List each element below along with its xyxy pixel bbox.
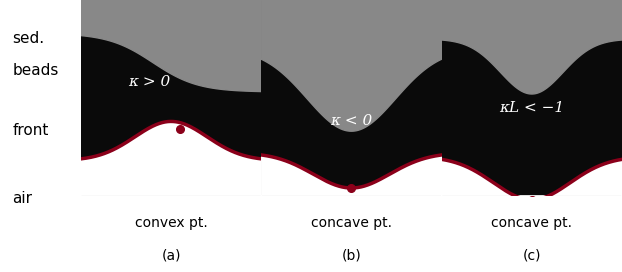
Text: (a): (a) bbox=[161, 249, 181, 263]
Polygon shape bbox=[261, 0, 442, 196]
Text: (b): (b) bbox=[341, 249, 361, 263]
Polygon shape bbox=[81, 121, 261, 196]
Polygon shape bbox=[442, 0, 622, 94]
Text: κ > 0: κ > 0 bbox=[128, 75, 170, 89]
Polygon shape bbox=[81, 0, 261, 92]
Text: κL < −1: κL < −1 bbox=[499, 101, 564, 115]
Text: (c): (c) bbox=[522, 249, 541, 263]
Polygon shape bbox=[261, 155, 442, 196]
Text: κ < 0: κ < 0 bbox=[330, 115, 373, 128]
Polygon shape bbox=[81, 0, 261, 196]
Text: beads: beads bbox=[12, 63, 59, 78]
Text: concave pt.: concave pt. bbox=[311, 216, 392, 230]
Polygon shape bbox=[442, 159, 622, 200]
Text: front: front bbox=[12, 123, 49, 138]
Polygon shape bbox=[261, 0, 442, 131]
Polygon shape bbox=[442, 0, 622, 196]
Text: sed.: sed. bbox=[12, 30, 45, 46]
Text: convex pt.: convex pt. bbox=[135, 216, 207, 230]
Text: concave pt.: concave pt. bbox=[491, 216, 572, 230]
Text: air: air bbox=[12, 191, 32, 206]
